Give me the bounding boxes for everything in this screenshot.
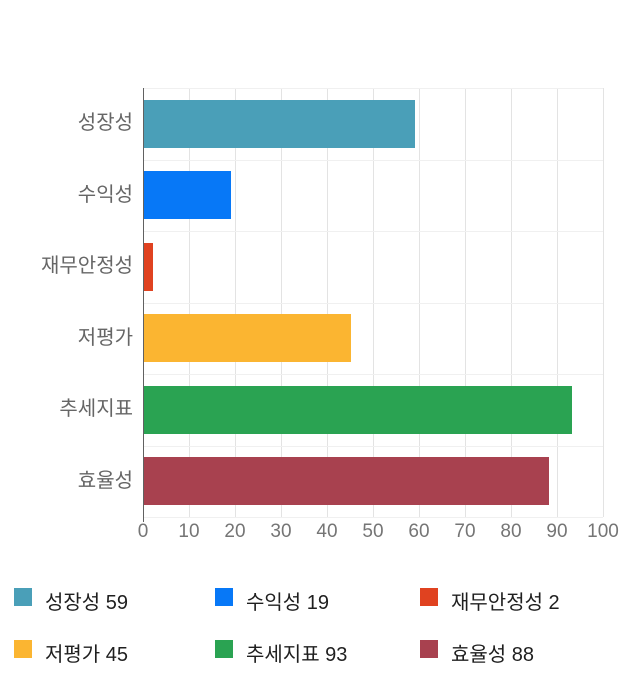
horizontal-gridline xyxy=(143,517,603,518)
x-tick-label: 70 xyxy=(454,521,476,542)
category-label: 수익성 xyxy=(77,183,133,206)
legend-label: 성장성 59 xyxy=(45,591,129,614)
legend-item-추세지표[interactable]: 추세지표 93 xyxy=(215,640,348,666)
category-label: 재무안정성 xyxy=(41,255,133,277)
category-label: 추세지표 xyxy=(59,398,133,420)
legend-label: 저평가 45 xyxy=(45,643,129,666)
y-axis-line xyxy=(143,88,144,522)
legend-swatch-icon xyxy=(14,588,32,606)
x-tick-label: 0 xyxy=(137,521,149,542)
horizontal-gridline xyxy=(143,231,603,232)
legend-label: 효율성 88 xyxy=(451,643,535,666)
legend-item-성장성[interactable]: 성장성 59 xyxy=(14,588,129,614)
x-tick-label: 50 xyxy=(362,521,384,542)
horizontal-gridline xyxy=(143,159,603,161)
vertical-gridline xyxy=(603,88,604,517)
legend-item-효율성[interactable]: 효율성 88 xyxy=(420,640,535,666)
legend-swatch-icon xyxy=(215,588,233,606)
legend-label: 재무안정성 2 xyxy=(451,591,560,614)
plot-area xyxy=(143,88,604,522)
x-tick-label: 90 xyxy=(546,521,568,542)
x-tick-label: 40 xyxy=(316,521,338,542)
legend-label: 수익성 19 xyxy=(246,591,330,614)
legend-swatch-icon xyxy=(14,640,32,658)
bar-성장성[interactable] xyxy=(144,99,416,148)
horizontal-gridline xyxy=(143,302,603,304)
horizontal-gridline xyxy=(143,88,603,89)
x-tick-label: 10 xyxy=(178,521,200,542)
x-tick-label: 20 xyxy=(224,521,246,542)
bar-재무안정성[interactable] xyxy=(144,242,154,291)
x-tick-label: 30 xyxy=(270,521,292,542)
horizontal-gridline xyxy=(143,445,603,447)
bar-수익성[interactable] xyxy=(144,171,232,220)
category-label: 효율성 xyxy=(77,469,133,492)
x-tick-label: 100 xyxy=(587,521,619,542)
legend-label: 추세지표 93 xyxy=(246,643,348,666)
category-label: 저평가 xyxy=(77,326,133,349)
bar-효율성[interactable] xyxy=(144,457,549,506)
legend-swatch-icon xyxy=(215,640,233,658)
legend-item-재무안정성[interactable]: 재무안정성 2 xyxy=(420,588,560,614)
legend-swatch-icon xyxy=(420,640,438,658)
category-label: 성장성 xyxy=(77,112,133,134)
legend-item-수익성[interactable]: 수익성 19 xyxy=(215,588,330,614)
x-tick-label: 60 xyxy=(408,521,430,542)
x-tick-label: 80 xyxy=(500,521,522,542)
horizontal-gridline xyxy=(143,374,603,375)
legend-swatch-icon xyxy=(420,588,438,606)
legend-item-저평가[interactable]: 저평가 45 xyxy=(14,640,129,666)
bar-추세지표[interactable] xyxy=(144,385,572,434)
bar-저평가[interactable] xyxy=(144,314,351,363)
